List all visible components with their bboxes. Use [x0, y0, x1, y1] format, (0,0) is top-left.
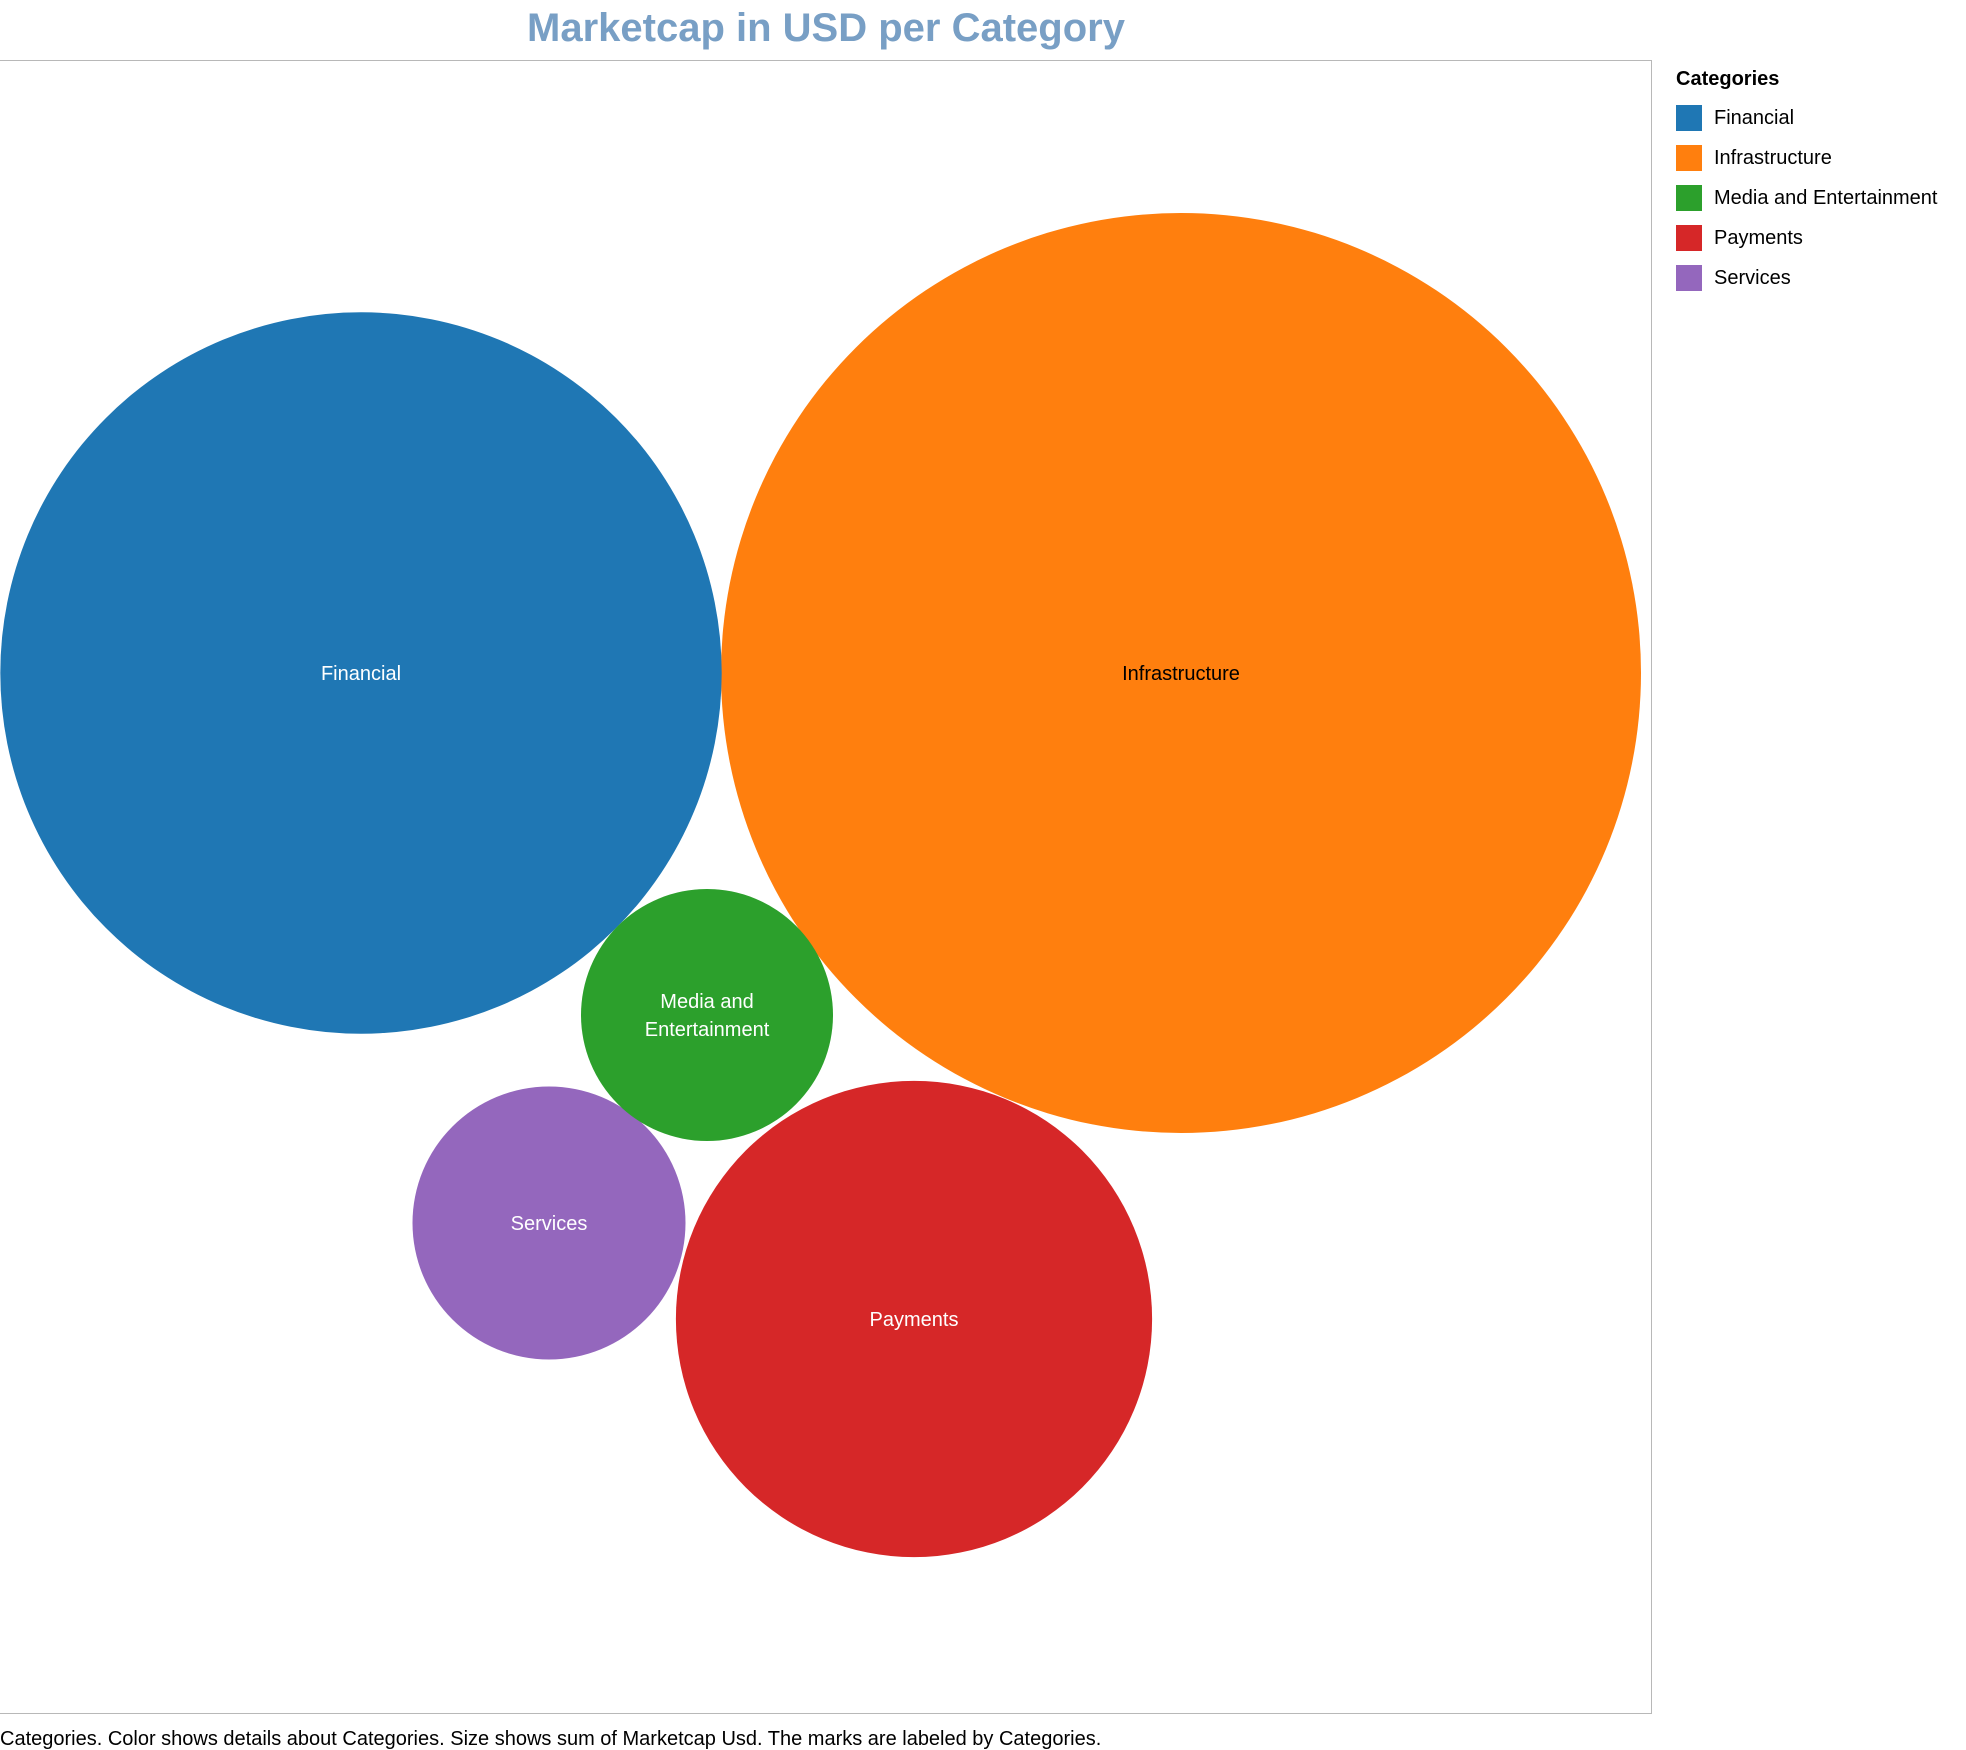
legend-swatch — [1676, 265, 1702, 291]
legend-title: Categories — [1676, 68, 1780, 90]
chart-title: Marketcap in USD per Category — [527, 6, 1125, 50]
bubble-infrastructure[interactable] — [721, 213, 1641, 1133]
bubble-financial[interactable] — [0, 312, 722, 1034]
bubble-chart-svg: Financial Infrastructure Media and Entertai… — [0, 213, 1641, 1558]
bubble-label: Financial — [321, 663, 401, 685]
bubble-label: Services — [511, 1213, 588, 1235]
legend-swatch — [1676, 145, 1702, 171]
legend-item[interactable]: Financial — [1676, 98, 1966, 138]
bubble-media-and-entertainment[interactable] — [581, 889, 833, 1141]
legend-item[interactable]: Media and Entertainment — [1676, 178, 1966, 218]
plot-area: Financial Infrastructure Media and Entertai… — [0, 60, 1652, 1714]
legend-item[interactable]: Services — [1676, 258, 1966, 298]
legend-label: Financial — [1714, 106, 1795, 129]
legend-label: Services — [1714, 266, 1791, 289]
legend-swatch — [1676, 105, 1702, 131]
legend-label: Payments — [1714, 226, 1803, 249]
legend-item[interactable]: Payments — [1676, 218, 1966, 258]
legend-swatch — [1676, 225, 1702, 251]
legend: Categories Financial Infrastructure Media … — [1676, 66, 1966, 298]
bubble-label: Infrastructure — [1122, 663, 1240, 685]
bubble-label: Payments — [870, 1309, 959, 1331]
bubble-payments[interactable] — [675, 1080, 1153, 1558]
bubble-label: Media and — [660, 991, 753, 1013]
bubble-services[interactable] — [412, 1086, 686, 1360]
legend-label: Media and Entertainment — [1714, 186, 1938, 209]
legend-label: Infrastructure — [1714, 146, 1832, 169]
legend-swatch — [1676, 185, 1702, 211]
legend-items: Financial Infrastructure Media and Enterta… — [1676, 98, 1966, 298]
legend-item[interactable]: Infrastructure — [1676, 138, 1966, 178]
chart-caption: Categories. Color shows details about Ca… — [0, 1728, 1102, 1750]
bubble-label: Entertainment — [645, 1019, 770, 1041]
